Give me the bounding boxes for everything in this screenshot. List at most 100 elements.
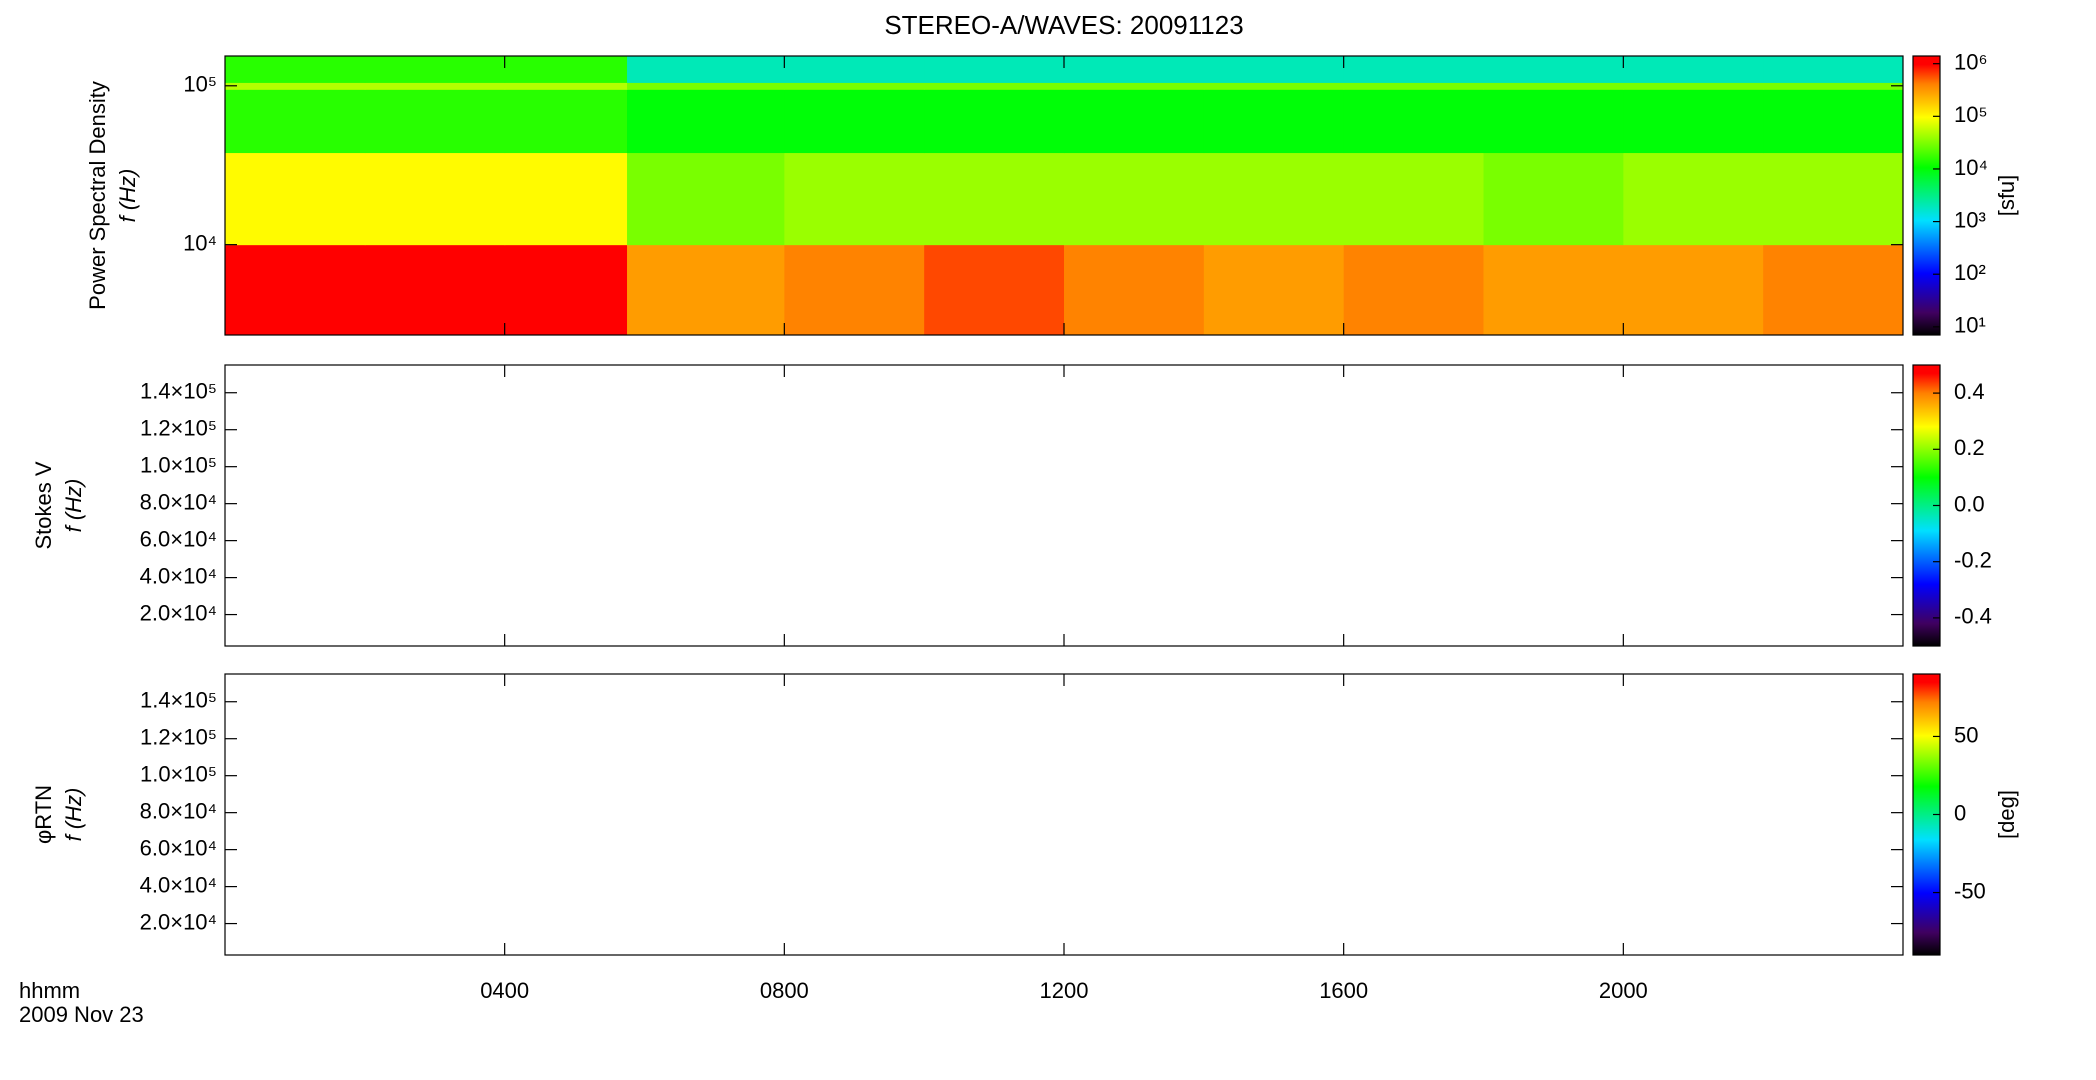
y-tick-label: 1.2×10⁵ (140, 416, 217, 441)
heatmap-cell (784, 56, 925, 83)
y-tick-label: 8.0×10⁴ (140, 489, 217, 514)
colorbar-tick-label: 50 (1954, 722, 1978, 747)
heatmap-cell (1203, 244, 1345, 336)
colorbar-tick-label: -0.2 (1954, 548, 1992, 573)
heatmap-cell (225, 82, 366, 90)
heatmap-cell (504, 244, 628, 336)
colorbar-tick-label: 0.4 (1954, 379, 1985, 404)
colorbar (1912, 55, 1941, 336)
heatmap-cell (225, 56, 366, 83)
heatmap-cell (1064, 56, 1205, 83)
colorbar-label: [sfu] (1994, 175, 2019, 217)
x-tick-label: 1600 (1319, 978, 1368, 1003)
heatmap-cell (1064, 89, 1205, 154)
heatmap-cell (1763, 82, 1904, 90)
heatmap-cell (1763, 244, 1904, 336)
heatmap-cell (784, 82, 925, 90)
heatmap-cell (784, 89, 925, 154)
heatmap-cell (1064, 152, 1205, 246)
colorbar-tick-label: 0 (1954, 800, 1966, 825)
x-axis-date: 2009 Nov 23 (19, 1002, 144, 1027)
heatmap-cell (504, 152, 628, 246)
y-tick-label: 4.0×10⁴ (140, 563, 217, 588)
heatmap-cell (1343, 89, 1484, 154)
heatmap-cell (627, 152, 785, 246)
y-tick-label: 4.0×10⁴ (140, 872, 217, 897)
heatmap-cell (1064, 244, 1205, 336)
heatmap-cell (1343, 82, 1484, 90)
heatmap-cell (1203, 152, 1345, 246)
y-tick-label: 1.0×10⁵ (140, 452, 217, 477)
x-tick-label: 0800 (760, 978, 809, 1003)
heatmap-cell (1343, 152, 1484, 246)
heatmap-cell (1203, 56, 1345, 83)
heatmap-cell (364, 89, 506, 154)
y-tick-label: 2.0×10⁴ (140, 600, 217, 625)
y-tick-label: 1.4×10⁵ (140, 379, 217, 404)
heatmap-cell (1483, 56, 1624, 83)
colorbar-tick-label: 0.2 (1954, 435, 1985, 460)
y-axis-label: φRTN (31, 785, 56, 844)
heatmap-cell (627, 89, 785, 154)
plot-frame (224, 673, 1904, 956)
colorbar-tick-label: 10¹ (1954, 313, 1986, 338)
heatmap-cell (784, 244, 925, 336)
y-tick-label: 1.2×10⁵ (140, 725, 217, 750)
y-tick-label: 6.0×10⁴ (140, 526, 217, 551)
heatmap-cell (504, 82, 628, 90)
y-tick-label: 1.0×10⁵ (140, 761, 217, 786)
y-tick-label: 2.0×10⁴ (140, 909, 217, 934)
y-tick-label: 6.0×10⁴ (140, 835, 217, 860)
colorbar-tick-label: 10² (1954, 260, 1986, 285)
heatmap-cell (1343, 244, 1484, 336)
plot-frame (224, 364, 1904, 647)
y-axis-label: f (Hz) (61, 479, 86, 533)
heatmap-cell (225, 152, 366, 246)
x-axis-label: hhmm (19, 978, 80, 1003)
heatmap-cell (1203, 89, 1345, 154)
heatmap-cell (1064, 82, 1205, 90)
heatmap-cell (924, 89, 1065, 154)
y-tick-label: 8.0×10⁴ (140, 798, 217, 823)
colorbar-tick-label: 10⁴ (1954, 155, 1988, 180)
y-axis-label: f (Hz) (115, 169, 140, 223)
heatmap-cell (1483, 89, 1624, 154)
heatmap-cell (1623, 89, 1764, 154)
heatmap-cell (1763, 56, 1904, 83)
heatmap-cell (504, 56, 628, 83)
y-tick-label: 10⁵ (183, 72, 217, 97)
colorbar-tick-label: 10⁶ (1954, 50, 1988, 75)
heatmap-cell (1623, 82, 1764, 90)
colorbar-tick-label: 0.0 (1954, 491, 1985, 516)
heatmap-cell (627, 56, 785, 83)
heatmap-cell (1343, 56, 1484, 83)
heatmap-cell (924, 244, 1065, 336)
heatmap-cell (1203, 82, 1345, 90)
heatmap-cell (924, 82, 1065, 90)
colorbar-tick-label: 10³ (1954, 207, 1986, 232)
heatmap-cell (225, 244, 366, 336)
colorbar-tick-label: -50 (1954, 878, 1986, 903)
y-tick-label: 10⁴ (183, 230, 217, 255)
heatmap-cell (1483, 82, 1624, 90)
heatmap-cell (1763, 152, 1904, 246)
heatmap-cell (924, 56, 1065, 83)
colorbar-tick-label: -0.4 (1954, 604, 1992, 629)
y-axis-label: f (Hz) (61, 788, 86, 842)
heatmap-cell (225, 89, 366, 154)
heatmap-cell (627, 244, 785, 336)
heatmap-cell (364, 244, 506, 336)
x-tick-label: 2000 (1599, 978, 1648, 1003)
heatmap-cell (504, 89, 628, 154)
heatmap-cell (1483, 244, 1624, 336)
x-tick-label: 0400 (480, 978, 529, 1003)
colorbar-tick-label: 10⁵ (1954, 102, 1988, 127)
heatmap-cell (1623, 152, 1764, 246)
heatmap-cell (364, 152, 506, 246)
heatmap-cell (924, 152, 1065, 246)
heatmap-cell (1483, 152, 1624, 246)
heatmap-cell (364, 82, 506, 90)
colorbar-label: [deg] (1994, 790, 2019, 839)
y-axis-label: Power Spectral Density (85, 81, 110, 310)
